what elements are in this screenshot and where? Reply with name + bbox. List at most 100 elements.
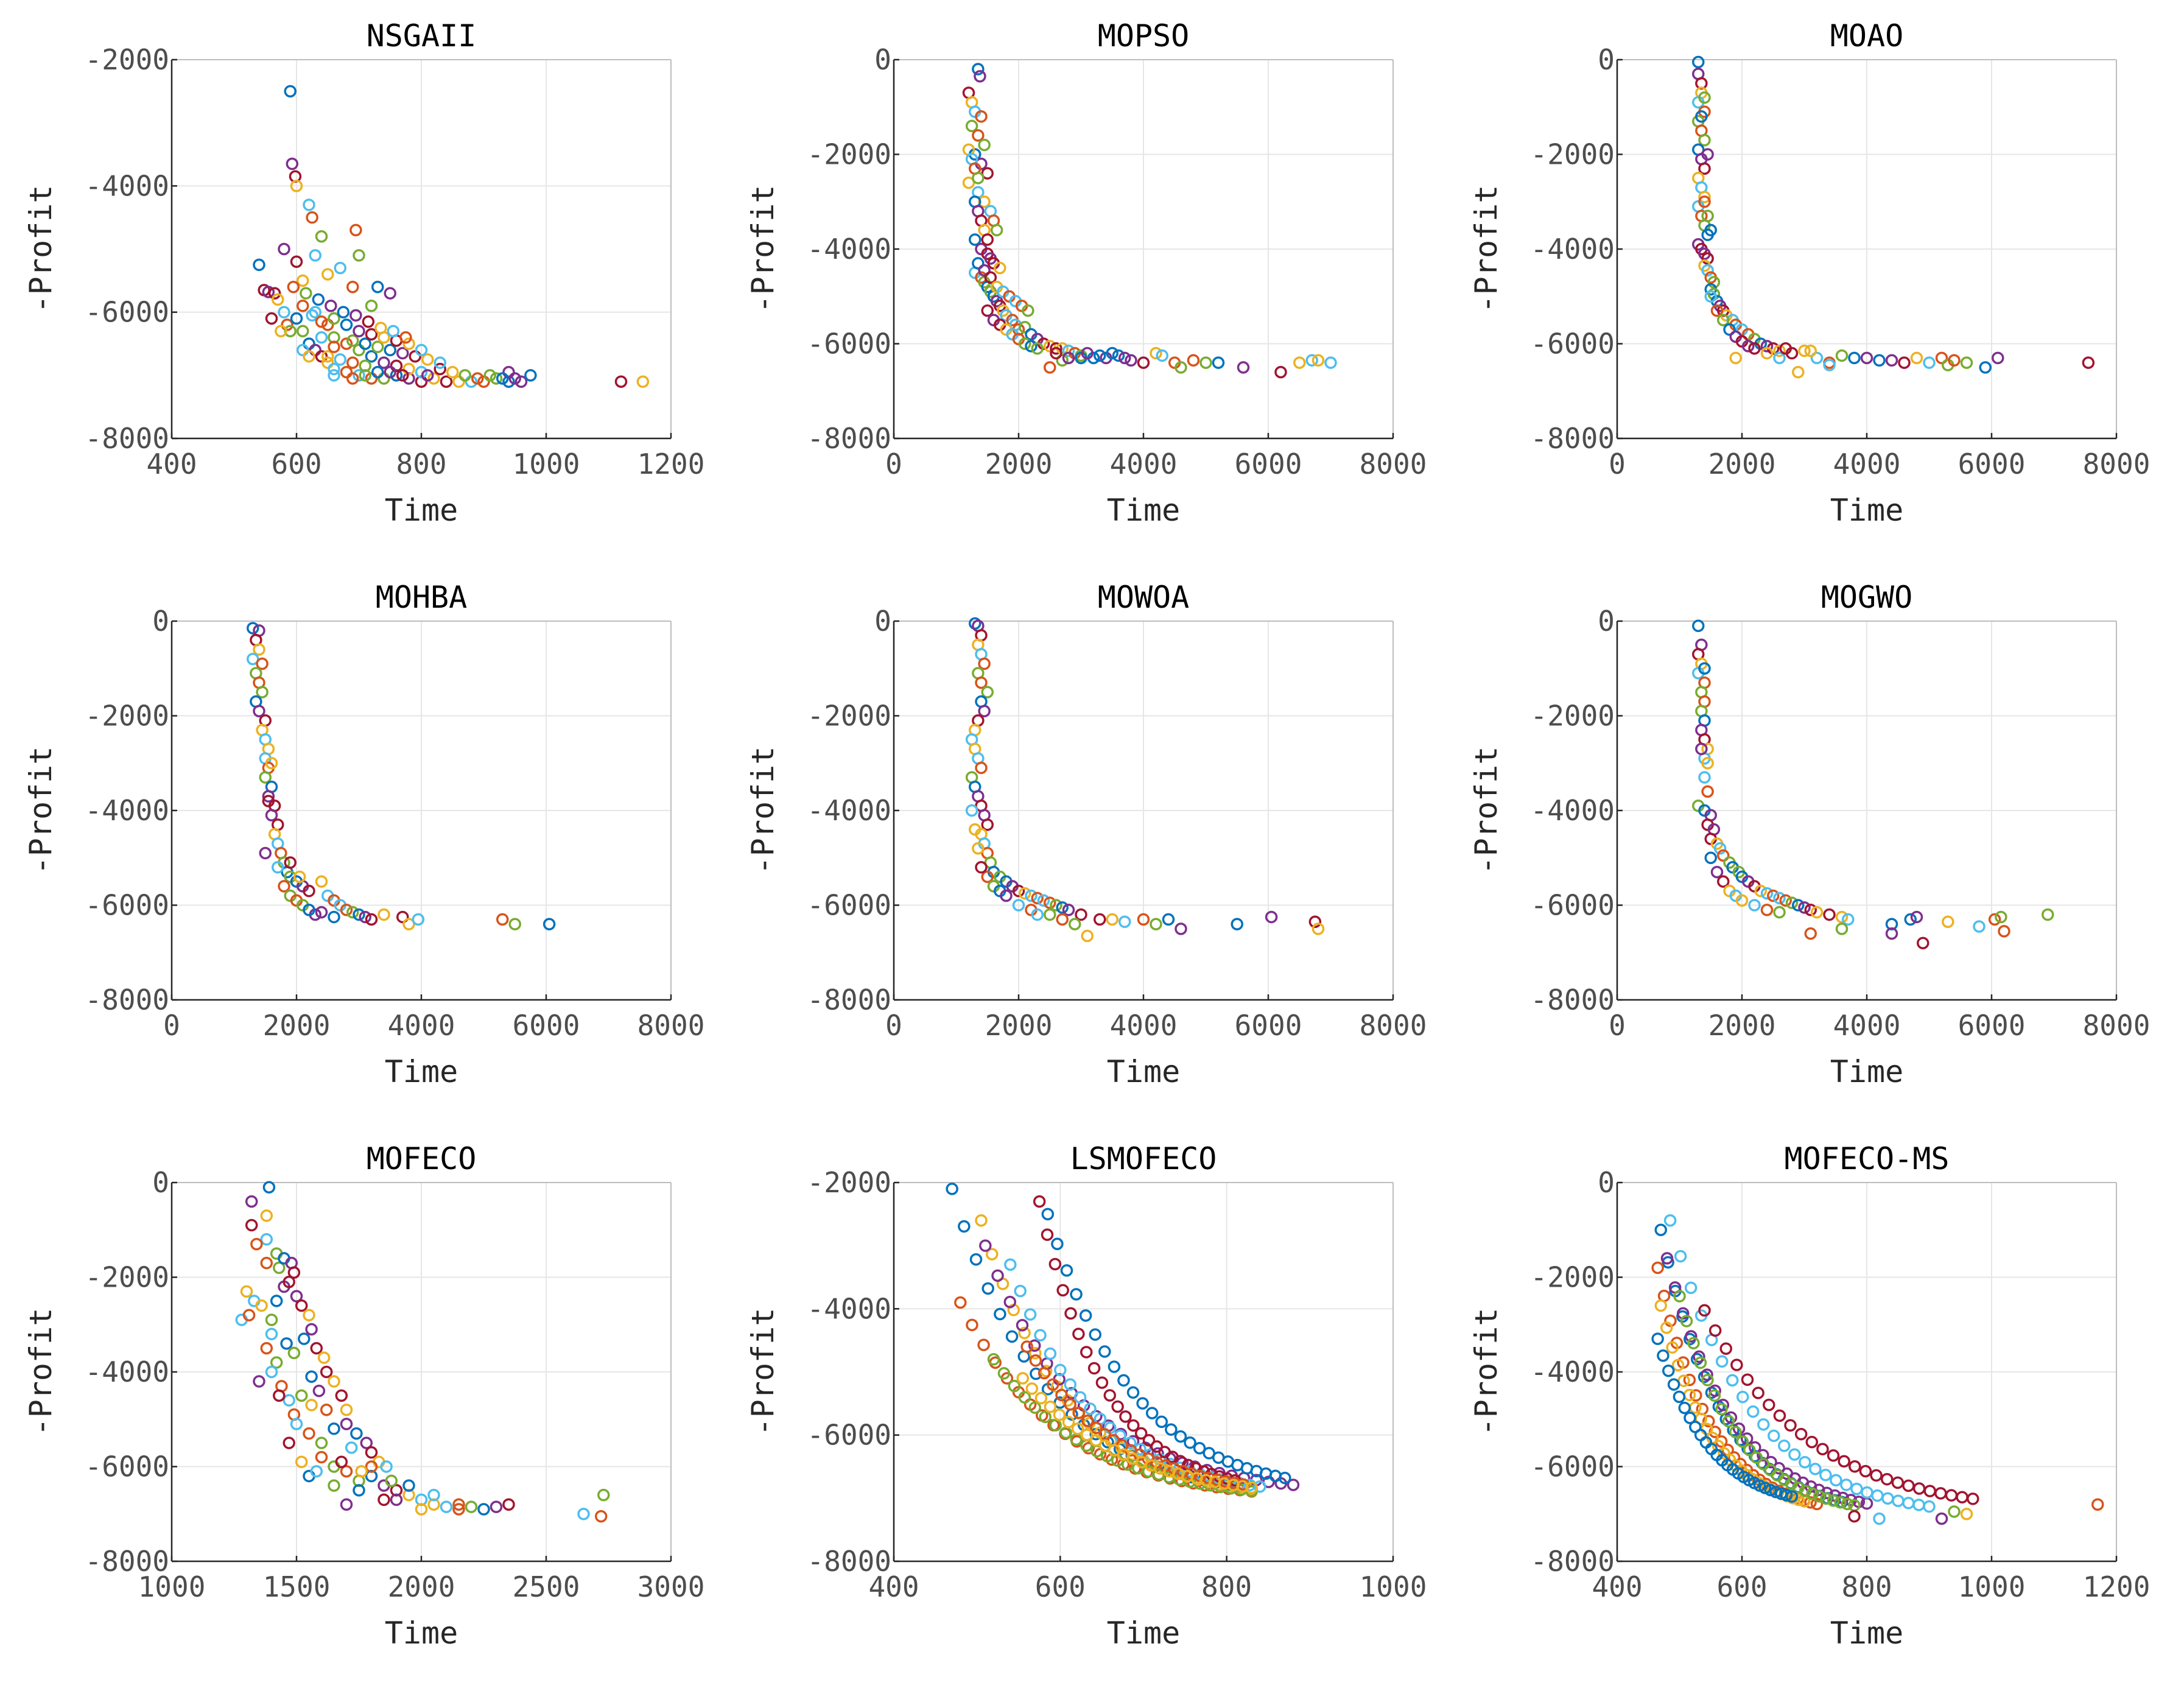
scatter-point <box>458 369 471 382</box>
x-axis-label: Time <box>1830 1054 1903 1089</box>
scatter-point <box>415 343 428 357</box>
y-tick-label: -2000 <box>1531 700 1615 733</box>
y-tick-label: -4000 <box>1531 794 1615 827</box>
y-tick-label: -6000 <box>807 328 891 360</box>
scatter-point <box>1754 884 1767 898</box>
scatter-point <box>340 1418 353 1430</box>
scatter-point <box>1055 1388 1068 1402</box>
y-axis-label: -Profit <box>1469 1308 1504 1436</box>
scatter-point <box>471 372 484 385</box>
scatter-point <box>1860 351 1873 365</box>
scatter-point <box>1050 342 1062 355</box>
scatter-point <box>346 280 359 294</box>
scatter-point <box>371 340 384 353</box>
chart-panel-mofeco: 1000 1500 2000 2500 3000 -8000 -6000 -4000 -2000… <box>23 1141 704 1651</box>
y-axis-label: -Profit <box>1469 747 1504 875</box>
scatter-point <box>309 249 321 262</box>
scatter-point <box>1692 55 1705 69</box>
scatter-point <box>305 1399 318 1412</box>
scatter-point <box>1293 356 1306 369</box>
scatter-point <box>972 257 985 270</box>
scatter-point <box>1089 1328 1101 1341</box>
scatter-point <box>1651 1332 1664 1345</box>
scatter-point <box>1768 1429 1780 1443</box>
scatter-point <box>1018 1391 1031 1404</box>
y-tick-label: -8000 <box>1531 1545 1615 1578</box>
scatter-point <box>958 1220 971 1233</box>
y-tick-label: -2000 <box>807 138 891 171</box>
y-tick-label: -6000 <box>807 1419 891 1452</box>
scatter-point <box>1773 351 1786 365</box>
scatter-point <box>1125 354 1137 367</box>
scatter-point <box>1773 905 1786 919</box>
scatter-point <box>1701 1374 1714 1387</box>
scatter-point <box>1750 1451 1763 1464</box>
x-tick-label: 4000 <box>1110 1009 1178 1042</box>
scatter-point <box>1743 1443 1756 1457</box>
scatter-point <box>1012 899 1025 912</box>
scatter-point <box>1041 1228 1054 1241</box>
scatter-point <box>1064 1307 1077 1320</box>
scatter-point <box>290 180 303 192</box>
scatter-point <box>1701 148 1714 161</box>
scatter-point <box>1049 1419 1062 1432</box>
scatter-point <box>1660 1321 1673 1334</box>
scatter-point <box>1835 923 1849 935</box>
scatter-point <box>1698 91 1711 104</box>
scatter-point <box>1804 904 1817 916</box>
scatter-point <box>1245 1481 1258 1494</box>
scatter-point <box>1841 1497 1854 1511</box>
scatter-point <box>1701 252 1714 265</box>
scatter-point <box>385 1474 398 1488</box>
scatter-point <box>1838 1455 1850 1468</box>
scatter-point <box>283 1276 295 1288</box>
scatter-point <box>975 1214 988 1227</box>
x-tick-label: 4000 <box>388 1009 455 1042</box>
scatter-point <box>1707 276 1721 289</box>
scatter-point <box>242 1309 256 1321</box>
x-axis-label: Time <box>385 493 458 528</box>
scatter-point <box>1087 1362 1101 1375</box>
scatter-point <box>490 1500 503 1513</box>
scatter-point <box>1904 913 1917 926</box>
scatter-point <box>1792 365 1805 379</box>
scatter-points <box>1692 55 2095 379</box>
scatter-point <box>1118 915 1131 928</box>
scatter-point <box>1945 1489 1958 1502</box>
scatter-point <box>1827 1449 1840 1462</box>
scatter-point <box>260 1209 273 1222</box>
x-tick-label: 8000 <box>2083 448 2151 480</box>
scatter-point <box>387 325 400 338</box>
scatter-point <box>427 1488 440 1502</box>
scatter-point <box>1014 1284 1027 1298</box>
scatter-point <box>477 375 490 388</box>
scatter-point <box>259 846 272 860</box>
x-tick-label: 0 <box>163 1009 180 1042</box>
scatter-point <box>1741 1373 1754 1386</box>
scatter-point <box>287 1266 301 1279</box>
scatter-point <box>284 85 297 98</box>
scatter-point <box>305 1323 318 1336</box>
scatter-point <box>1729 1426 1742 1438</box>
scatter-point <box>377 1493 390 1506</box>
scatter-point <box>315 331 328 344</box>
x-tick-label: 400 <box>1592 1570 1642 1603</box>
scatter-point <box>1112 349 1125 362</box>
scatter-point <box>975 761 988 775</box>
scatter-point <box>1044 340 1056 353</box>
scatter-point <box>1736 1390 1749 1404</box>
scatter-point <box>1704 290 1717 303</box>
scatter-point <box>1698 191 1711 203</box>
scatter-point <box>353 908 365 921</box>
scatter-point <box>1324 356 1337 369</box>
x-axis-label: Time <box>1830 493 1903 528</box>
scatter-point <box>1062 1416 1075 1429</box>
scatter-point <box>287 280 300 294</box>
x-tick-label: 0 <box>885 448 902 480</box>
scatter-point <box>1044 1401 1057 1413</box>
scatter-point <box>986 1248 999 1260</box>
scatter-point <box>335 1389 348 1402</box>
scatter-point <box>365 1460 378 1473</box>
scatter-point <box>1287 1478 1300 1491</box>
scatter-point <box>315 315 328 328</box>
